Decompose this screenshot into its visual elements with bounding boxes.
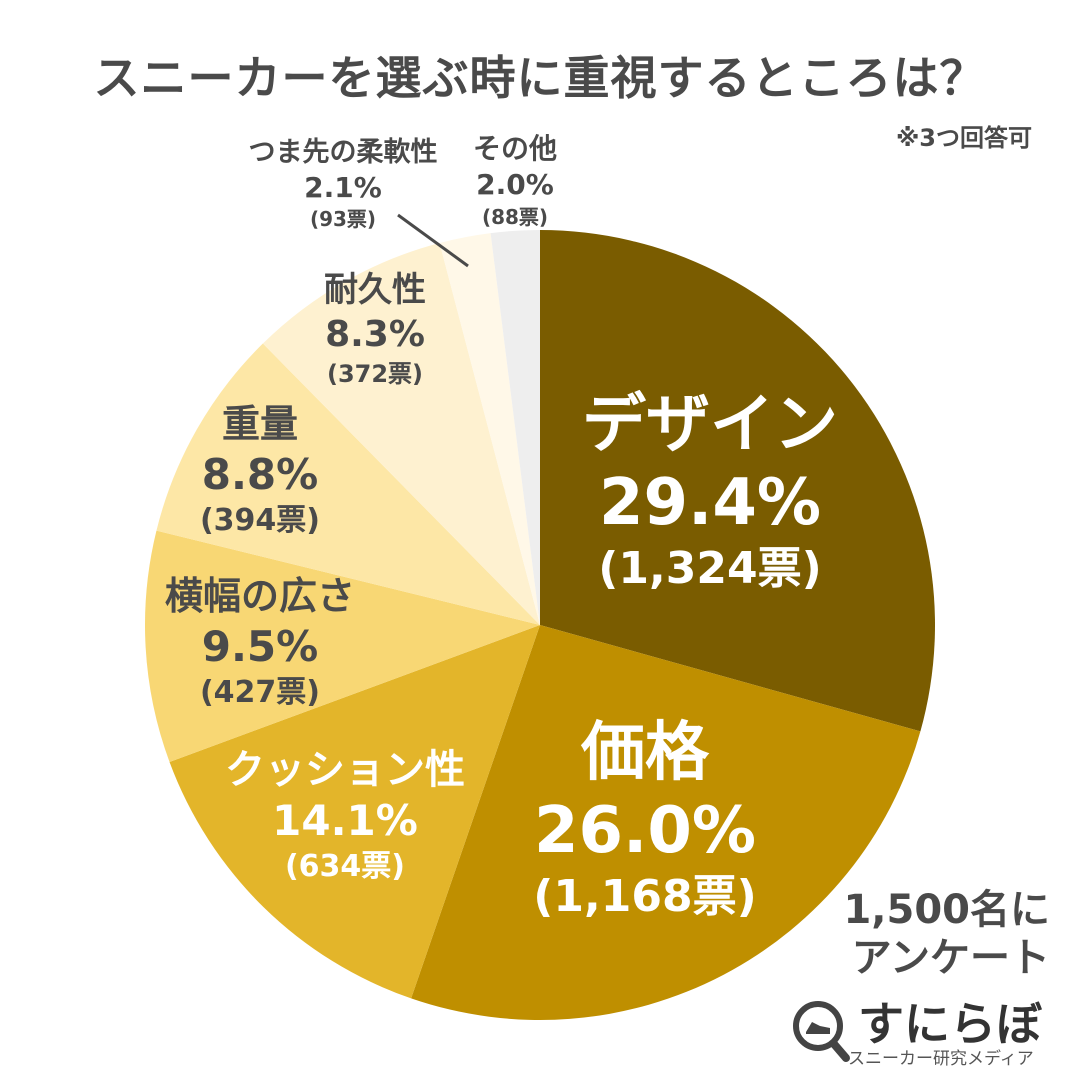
pie-slice-5: [262, 242, 540, 625]
slice-label-cushion: クッション性 14.1% (634票): [195, 748, 495, 883]
slice-percent: 29.4%: [598, 466, 822, 541]
survey-line-1: 1,500名に: [843, 887, 1050, 933]
pie-slice-3: [145, 530, 540, 763]
slice-votes: (427票): [199, 674, 321, 710]
brand-logo: すにらぼ スニーカー研究メディア: [790, 990, 1070, 1070]
slice-name: 重量: [221, 402, 298, 446]
slice-votes: (93票): [309, 207, 377, 232]
pie-slice-6: [439, 233, 540, 625]
slice-name: 横幅の広さ: [164, 574, 355, 618]
slice-percent: 8.8%: [201, 449, 319, 499]
slice-name: つま先の柔軟性: [248, 137, 438, 168]
slice-name: デザイン: [582, 388, 838, 462]
slice-name: 価格: [581, 716, 709, 790]
slice-label-weight: 重量 8.8% (394票): [160, 402, 360, 538]
page-title: スニーカーを選ぶ時に重視するところは？: [93, 51, 987, 105]
survey-line-2: アンケート: [851, 935, 1050, 981]
slice-percent: 2.0%: [476, 167, 554, 201]
slice-name: その他: [472, 132, 557, 165]
multiple-answer-note: ※3つ回答可: [895, 124, 1032, 152]
slice-label-width: 横幅の広さ 9.5% (427票): [130, 574, 390, 710]
pie-slice-7: [490, 230, 540, 625]
slice-percent: 26.0%: [533, 794, 757, 869]
slice-percent: 2.1%: [304, 170, 382, 204]
slice-percent: 8.3%: [325, 314, 425, 356]
slice-votes: (1,168票): [533, 870, 757, 922]
slice-label-durability: 耐久性 8.3% (372票): [275, 270, 475, 388]
magnifier-sneaker-icon: [793, 1001, 850, 1062]
leader-line: [397, 213, 469, 268]
survey-note: 1,500名に アンケート: [843, 886, 1050, 982]
pie-slice-1: [411, 625, 921, 1021]
slice-name: クッション性: [225, 747, 465, 793]
slice-percent: 14.1%: [272, 796, 418, 845]
slice-votes: (634票): [284, 849, 406, 885]
slice-label-other: その他 2.0% (88票): [455, 132, 575, 229]
slice-votes: (1,324票): [598, 542, 822, 594]
slice-votes: (88票): [481, 204, 549, 229]
slice-label-toe-flex: つま先の柔軟性 2.1% (93票): [218, 137, 468, 232]
pie-slice-4: [156, 343, 540, 625]
slice-label-design: デザイン 29.4% (1,324票): [560, 390, 860, 593]
slice-label-price: 価格 26.0% (1,168票): [495, 718, 795, 921]
logo-subtitle: スニーカー研究メディア: [848, 1049, 1034, 1069]
slice-votes: (372票): [326, 359, 424, 388]
slice-percent: 9.5%: [201, 621, 319, 671]
slice-votes: (394票): [199, 502, 321, 538]
logo-name: すにらぼ: [858, 997, 1042, 1051]
pie-slice-2: [169, 625, 540, 999]
pie-slice-0: [540, 230, 935, 732]
slice-name: 耐久性: [324, 270, 426, 310]
